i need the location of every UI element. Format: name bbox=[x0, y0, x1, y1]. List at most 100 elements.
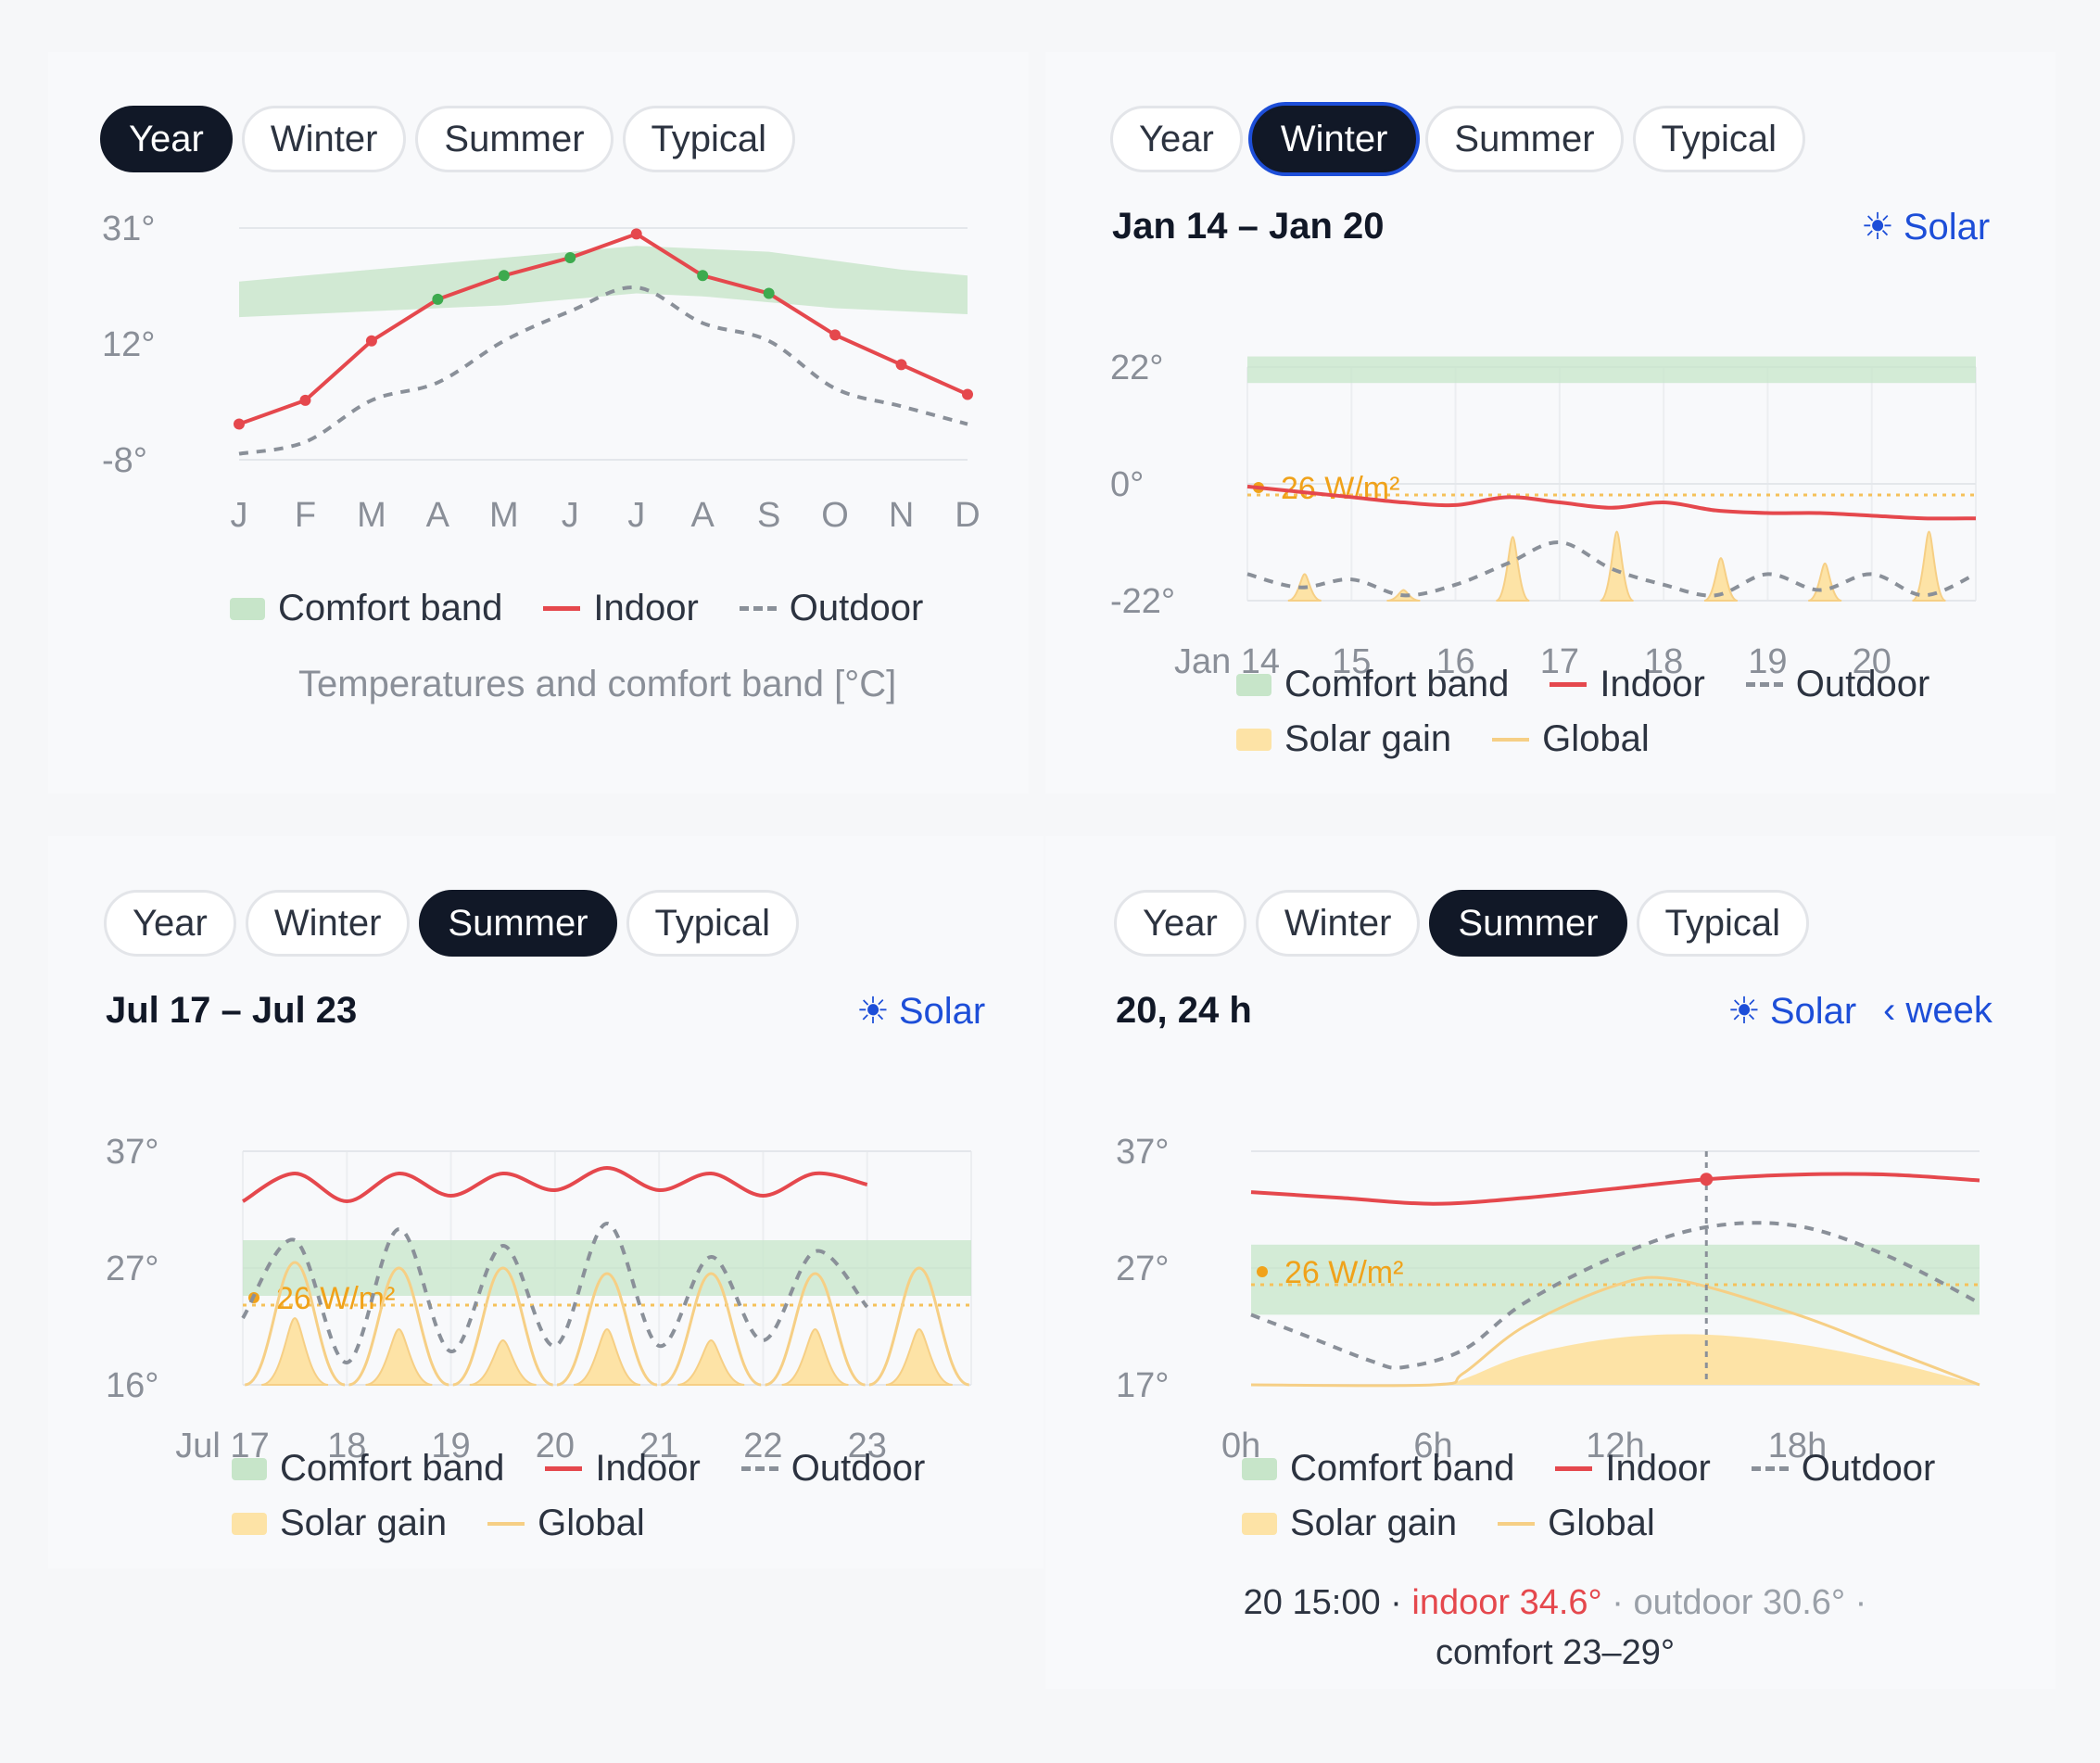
tab-summer[interactable]: Summer bbox=[1429, 890, 1627, 957]
tab-summer[interactable]: Summer bbox=[415, 106, 614, 172]
tab-typical[interactable]: Typical bbox=[1636, 890, 1810, 957]
x-tick-label: J bbox=[562, 496, 579, 535]
solar-gain-area bbox=[885, 1327, 953, 1386]
tab-summer[interactable]: Summer bbox=[1425, 106, 1624, 172]
winter-panel: Year Winter Summer Typical Jan 14 – Jan … bbox=[1045, 52, 2056, 793]
solar-gain-area bbox=[365, 1327, 433, 1386]
sun-icon: ☀ bbox=[1727, 991, 1761, 1032]
solar-gain-area bbox=[677, 1338, 745, 1386]
reference-annotation: 26 W/m² bbox=[276, 1281, 395, 1316]
y-tick-label: -22° bbox=[1110, 582, 1175, 621]
global-swatch bbox=[487, 1521, 525, 1526]
solar-toggle[interactable]: ☀ Solar bbox=[856, 990, 985, 1033]
legend-solar-gain: Solar gain bbox=[232, 1503, 447, 1544]
date-range-title: Jan 14 – Jan 20 bbox=[1112, 206, 1385, 247]
indoor-swatch bbox=[1555, 1466, 1593, 1471]
indoor-point bbox=[564, 252, 576, 264]
indoor-line bbox=[1250, 1172, 1980, 1206]
indoor-point bbox=[234, 418, 245, 430]
y-tick-label: 37° bbox=[1116, 1133, 1169, 1172]
legend-outdoor: Outdoor bbox=[1751, 1448, 1936, 1490]
global-swatch bbox=[1498, 1521, 1536, 1526]
x-tick-label: M bbox=[357, 496, 386, 535]
x-tick-label: 19 bbox=[1748, 642, 1787, 681]
solar-label: Solar bbox=[1903, 206, 1991, 247]
solar-toggle[interactable]: ☀ Solar bbox=[1861, 206, 1990, 248]
period-tabs: Year Winter Summer Typical bbox=[104, 890, 800, 957]
solar-toggle[interactable]: ☀ Solar bbox=[1727, 990, 1856, 1033]
tab-year[interactable]: Year bbox=[100, 106, 233, 172]
outdoor-swatch bbox=[740, 1466, 778, 1471]
y-tick-label: -8° bbox=[102, 441, 147, 480]
chart-caption: Temperatures and comfort band [°C] bbox=[298, 664, 897, 704]
comfort-band-area bbox=[1251, 1244, 1980, 1315]
comfort-band-swatch bbox=[1242, 1457, 1277, 1480]
x-tick-label: A bbox=[426, 496, 450, 535]
tab-year[interactable]: Year bbox=[1110, 106, 1243, 172]
global-line bbox=[348, 1266, 449, 1387]
x-tick-label: 17 bbox=[1540, 642, 1579, 681]
outdoor-swatch bbox=[1745, 682, 1783, 687]
indoor-swatch bbox=[1550, 682, 1588, 687]
tab-typical[interactable]: Typical bbox=[1632, 106, 1806, 172]
comfort-band-swatch bbox=[1236, 673, 1271, 696]
outdoor-line bbox=[241, 1221, 869, 1364]
tab-typical[interactable]: Typical bbox=[622, 106, 796, 172]
x-tick-label: D bbox=[955, 496, 980, 535]
legend-comfort-band: Comfort band bbox=[1236, 664, 1509, 705]
indoor-line bbox=[238, 232, 968, 426]
indoor-point bbox=[630, 228, 642, 240]
indoor-line bbox=[1246, 484, 1977, 521]
legend-indoor: Indoor bbox=[543, 588, 699, 629]
tab-winter[interactable]: Winter bbox=[1255, 890, 1421, 957]
x-tick-label: 21 bbox=[639, 1427, 678, 1465]
x-tick-label: F bbox=[295, 496, 316, 535]
tab-winter[interactable]: Winter bbox=[1251, 106, 1417, 172]
x-tick-label: O bbox=[821, 496, 849, 535]
hover-readout: 20 15:00 · indoor 34.6° · outdoor 30.6° … bbox=[1203, 1578, 1907, 1678]
legend-label: Outdoor bbox=[791, 1448, 926, 1489]
comfort-band-swatch bbox=[230, 597, 265, 620]
legend-solar-gain: Solar gain bbox=[1242, 1503, 1457, 1544]
legend-outdoor: Outdoor bbox=[1745, 664, 1929, 705]
x-tick-label: 18 bbox=[1644, 642, 1683, 681]
y-tick-label: 27° bbox=[1116, 1249, 1169, 1288]
date-range-title: 20, 24 h bbox=[1116, 990, 1252, 1031]
legend-global: Global bbox=[487, 1503, 645, 1544]
legend-label: Indoor bbox=[593, 588, 699, 628]
solar-gain-swatch bbox=[232, 1512, 267, 1535]
x-tick-label: 20 bbox=[536, 1427, 575, 1465]
outdoor-line bbox=[1250, 1221, 1980, 1370]
tab-summer[interactable]: Summer bbox=[419, 890, 617, 957]
x-tick-label: 6h bbox=[1413, 1427, 1452, 1465]
reference-marker bbox=[1257, 1266, 1268, 1277]
legend-comfort-band: Comfort band bbox=[232, 1448, 504, 1490]
legend-label: Comfort band bbox=[1290, 1448, 1515, 1489]
x-tick-label: 18 bbox=[327, 1427, 366, 1465]
solar-gain-area bbox=[1600, 530, 1635, 602]
y-tick-label: 37° bbox=[106, 1133, 158, 1172]
legend-label: Indoor bbox=[595, 1448, 701, 1489]
y-tick-label: 31° bbox=[102, 209, 155, 248]
year-chart: 31°12°-8°J F M A M J J A S O N D bbox=[102, 209, 980, 535]
x-tick-label: 23 bbox=[848, 1427, 887, 1465]
tab-winter[interactable]: Winter bbox=[241, 106, 407, 172]
tab-winter[interactable]: Winter bbox=[245, 890, 411, 957]
legend-label: Comfort band bbox=[278, 588, 503, 628]
legend-label: Outdoor bbox=[789, 588, 924, 628]
x-tick-label: J bbox=[627, 496, 645, 535]
back-to-week-link[interactable]: ‹ week bbox=[1883, 990, 1992, 1031]
comfort-band-swatch bbox=[232, 1457, 267, 1480]
tab-year[interactable]: Year bbox=[1114, 890, 1246, 957]
tab-typical[interactable]: Typical bbox=[626, 890, 800, 957]
solar-gain-swatch bbox=[1236, 728, 1271, 751]
tab-year[interactable]: Year bbox=[104, 890, 236, 957]
legend-solar-gain: Solar gain bbox=[1236, 718, 1451, 760]
legend-label: Outdoor bbox=[1801, 1448, 1936, 1489]
global-swatch bbox=[1492, 737, 1530, 742]
legend-label: Global bbox=[1542, 718, 1650, 759]
global-line bbox=[556, 1272, 658, 1387]
legend-label: Global bbox=[538, 1503, 645, 1543]
